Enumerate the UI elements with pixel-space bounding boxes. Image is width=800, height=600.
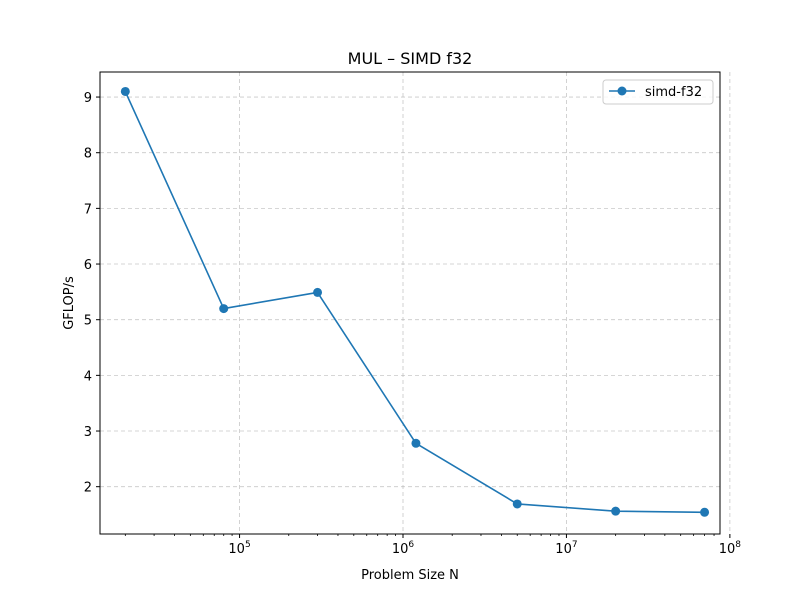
series — [120, 86, 710, 517]
data-point — [611, 506, 621, 516]
data-point — [313, 287, 323, 297]
data-point — [512, 499, 522, 509]
x-axis-label: Problem Size N — [361, 568, 459, 583]
legend: simd-f32 — [602, 79, 714, 105]
chart-title: MUL – SIMD f32 — [348, 49, 473, 68]
y-tick-label: 3 — [84, 425, 92, 440]
data-point — [700, 507, 710, 517]
grid — [100, 72, 731, 534]
y-tick-label: 9 — [84, 91, 92, 106]
y-axis-label: GFLOP/s — [62, 276, 77, 330]
y-tick-label: 2 — [84, 481, 92, 496]
legend-box — [602, 79, 714, 105]
legend-entry: simd-f32 — [645, 85, 702, 100]
data-point — [120, 86, 130, 96]
data-point — [411, 438, 421, 448]
y-tick-label: 4 — [84, 369, 92, 384]
legend-marker — [617, 86, 627, 96]
y-tick-label: 6 — [84, 258, 92, 273]
y-tick-label: 8 — [84, 147, 92, 162]
y-tick-label: 7 — [84, 202, 92, 217]
y-tick-label: 5 — [84, 314, 92, 329]
plot-frame — [99, 71, 721, 535]
data-point — [219, 304, 229, 314]
